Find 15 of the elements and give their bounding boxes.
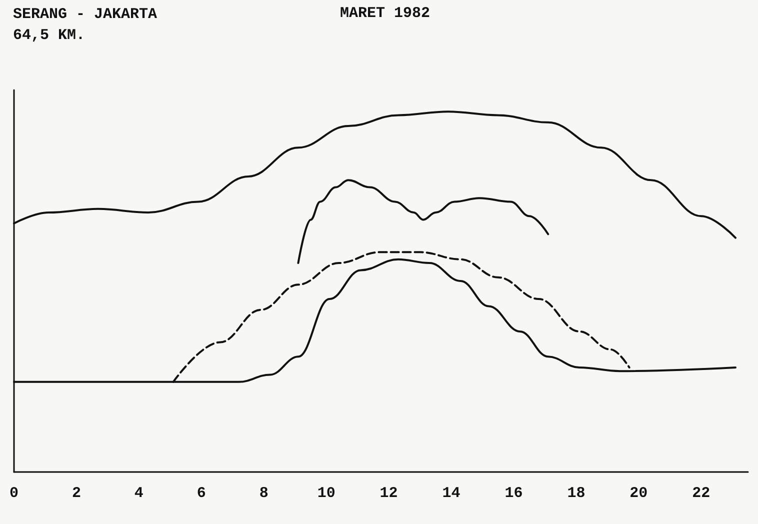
x-tick-label: 18 — [567, 485, 586, 502]
x-tick-label: 8 — [259, 485, 268, 502]
x-tick-label: 4 — [134, 485, 144, 502]
x-tick-label: 2 — [72, 485, 81, 502]
x-tick-label: 6 — [196, 485, 206, 502]
chart-subtitle: 64,5 KM. — [13, 27, 86, 44]
x-tick-label: 10 — [317, 485, 336, 502]
text: MARET 1982 — [340, 5, 430, 22]
x-tick-label: 20 — [630, 485, 648, 502]
x-tick-label: 22 — [692, 485, 710, 502]
x-tick-label: 16 — [504, 485, 523, 502]
x-tick-label: 0 — [9, 485, 19, 502]
x-tick-label: 14 — [442, 485, 460, 502]
x-tick-label: 12 — [380, 485, 398, 502]
chart-title: SERANG - JAKARTA — [13, 6, 158, 23]
